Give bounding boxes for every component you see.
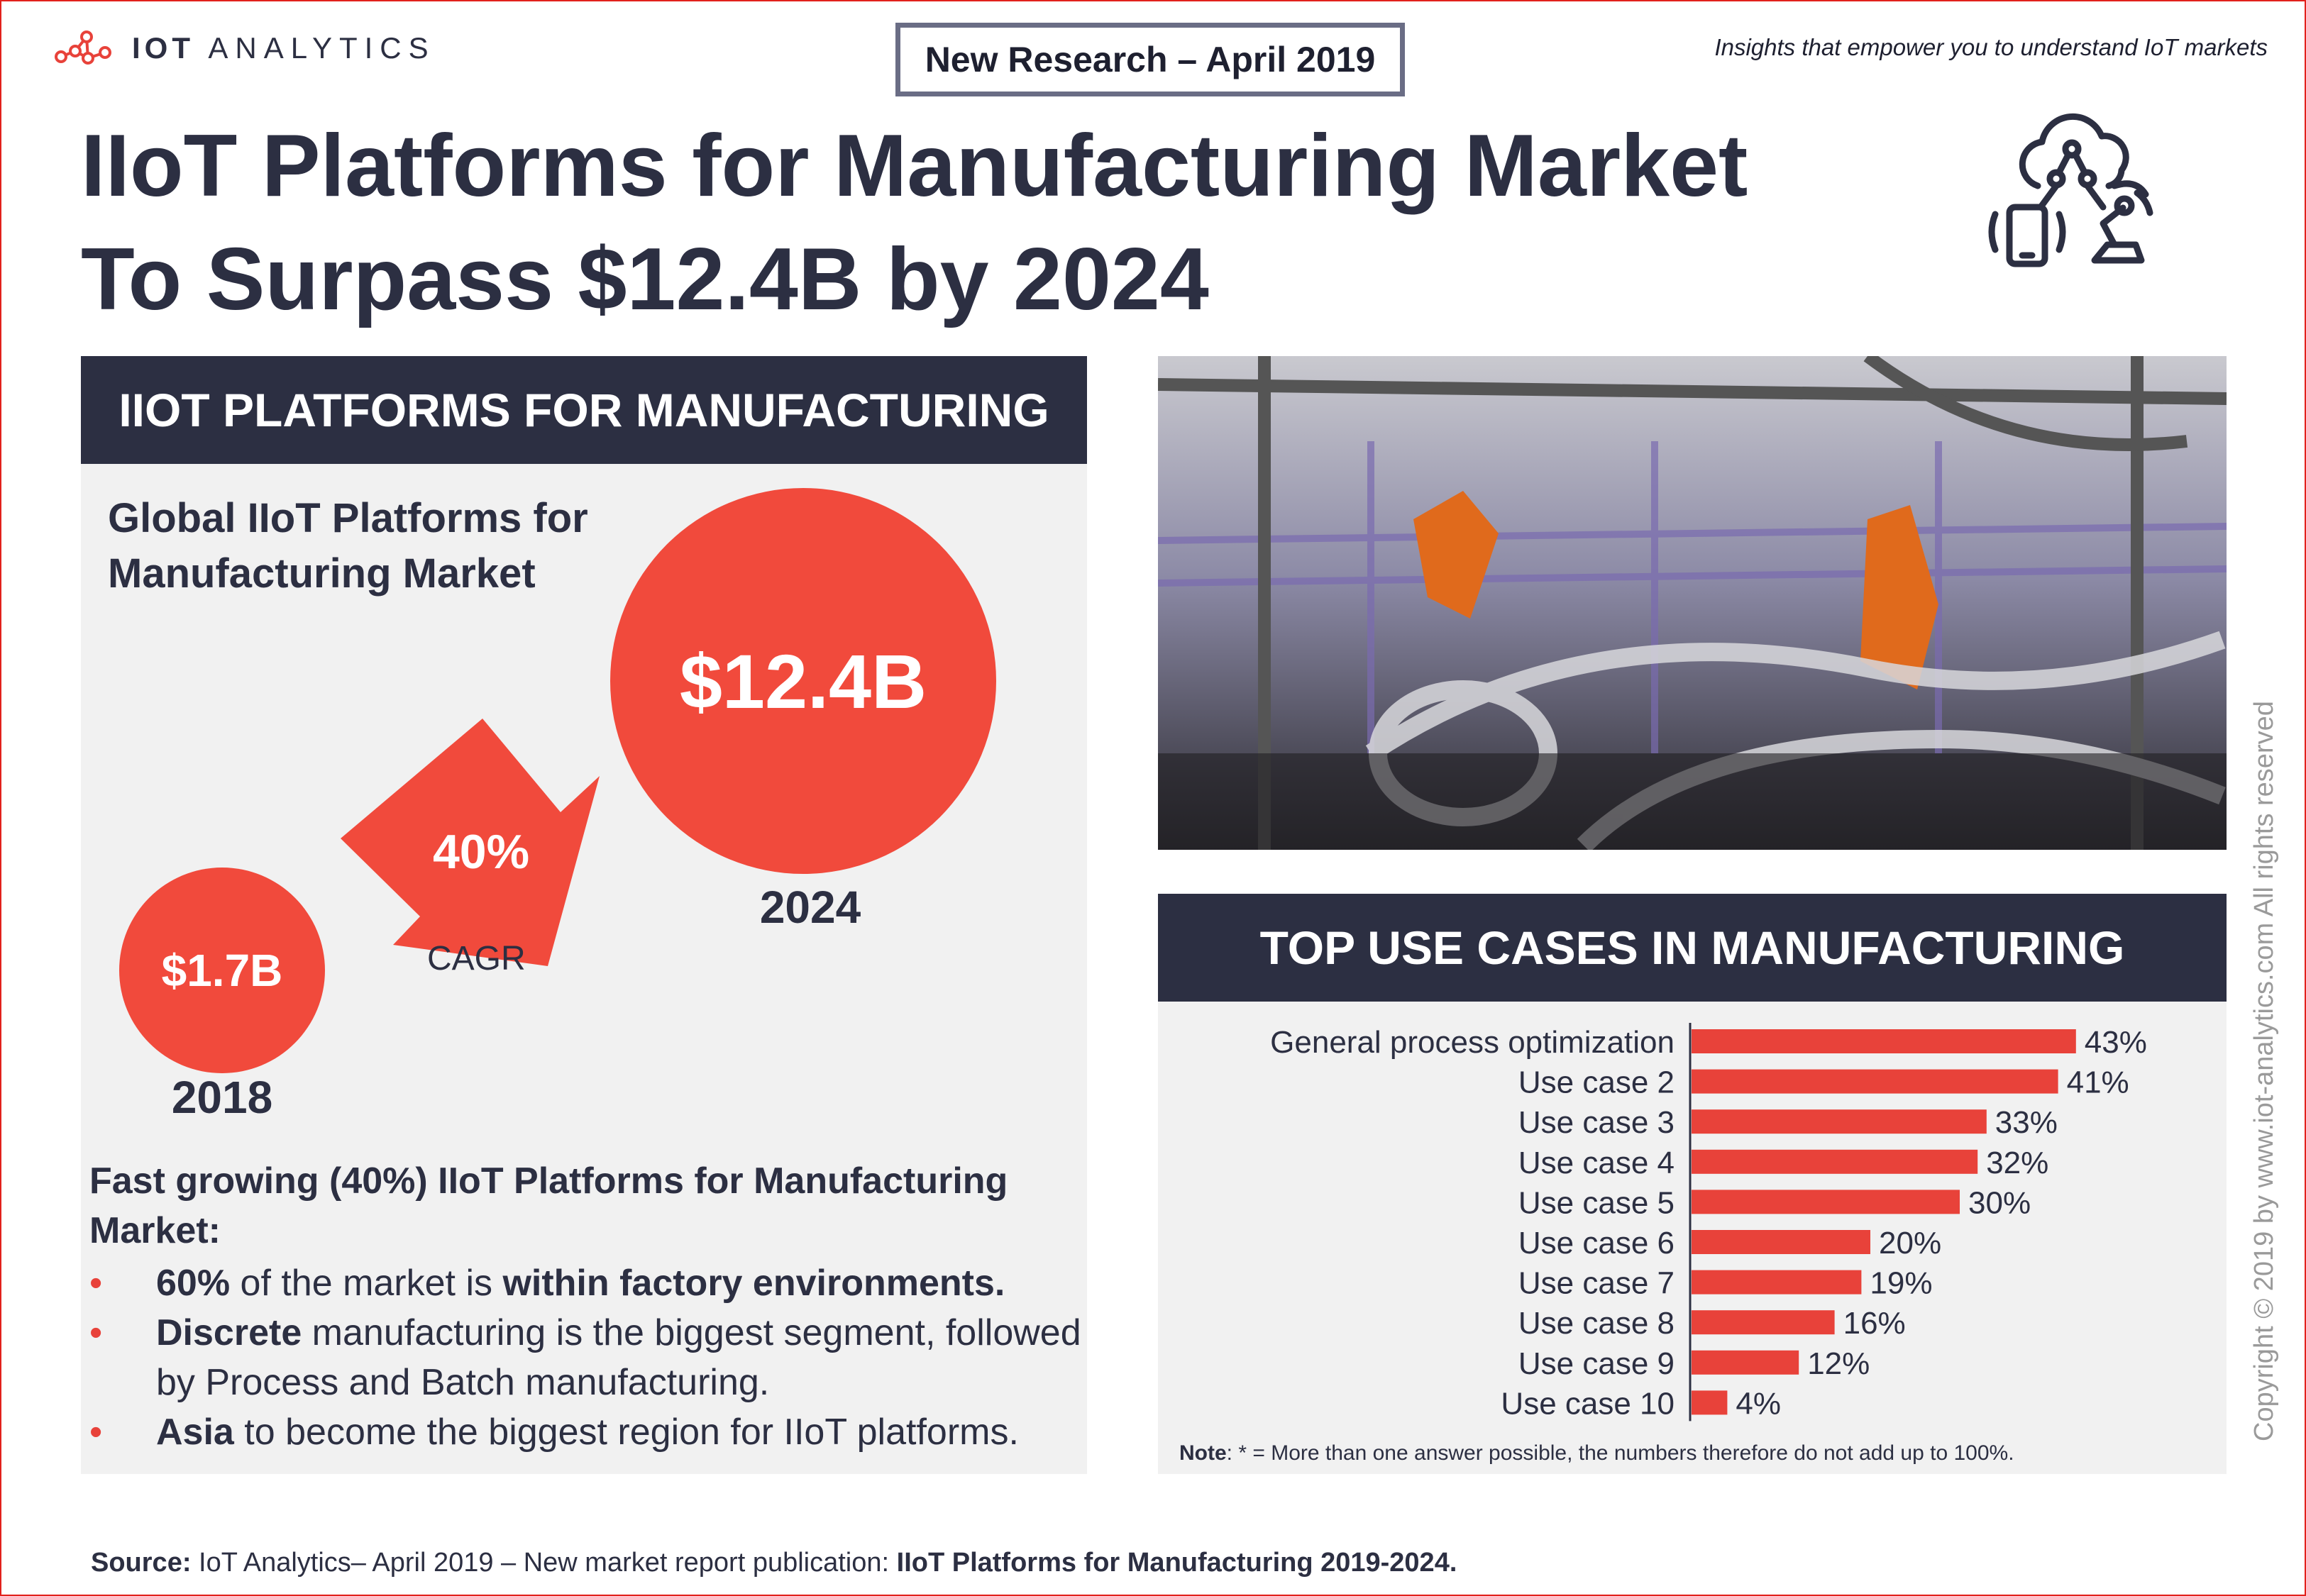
bar-value-label: 16% <box>1843 1306 1906 1341</box>
industrial-robots-car-assembly-photo <box>1158 356 2227 850</box>
bar <box>1692 1390 1728 1415</box>
bubble-2018: $1.7B <box>119 868 325 1073</box>
bar-category-label: Use case 6 <box>1518 1226 1675 1260</box>
bar <box>1692 1109 1987 1134</box>
fact-bullet: • 60% of the market is within factory env… <box>89 1258 1083 1308</box>
facts-heading: Fast growing (40%) IIoT Platforms for Ma… <box>89 1160 1008 1251</box>
bar <box>1692 1190 1960 1214</box>
source-line: Source: IoT Analytics– April 2019 – New … <box>91 1548 1457 1578</box>
bar-value-label: 33% <box>1995 1105 2058 1140</box>
bar-category-label: General process optimization <box>1270 1025 1675 1060</box>
bar <box>1692 1230 1870 1254</box>
fact-bullet: • Discrete manufacturing is the biggest s… <box>89 1308 1083 1407</box>
bar-category-label: Use case 10 <box>1501 1386 1675 1421</box>
tagline: Insights that empower you to understand … <box>1714 34 2268 60</box>
bullet-dot-icon: • <box>89 1312 103 1353</box>
bar <box>1692 1310 1835 1335</box>
bar <box>1692 1149 1978 1174</box>
cloud-iot-devices-icon <box>1988 113 2153 267</box>
bar-value-label: 4% <box>1736 1386 1781 1421</box>
bar <box>1692 1350 1799 1375</box>
bar-value-label: 30% <box>1968 1185 2031 1220</box>
bar-value-label: 43% <box>2085 1025 2147 1060</box>
bubble-2024: $12.4B <box>610 488 996 874</box>
year-label-2024: 2024 <box>759 882 861 933</box>
bar <box>1692 1029 2076 1053</box>
cagr-arrow <box>341 719 600 966</box>
bar-category-label: Use case 3 <box>1518 1105 1675 1140</box>
year-label-2018: 2018 <box>171 1072 273 1123</box>
bar <box>1692 1270 1862 1295</box>
bar-category-label: Use case 5 <box>1518 1185 1675 1220</box>
fact-bullet: • Asia to become the biggest region for I… <box>89 1407 1083 1457</box>
network-nodes-icon <box>55 31 111 65</box>
bar-value-label: 19% <box>1870 1266 1932 1301</box>
market-chart-label: Global IIoT Platforms for Manufacturing … <box>108 495 588 597</box>
use-cases-header: TOP USE CASES IN MANUFACTURING <box>1158 894 2227 1002</box>
cagr-label: CAGR <box>427 940 526 977</box>
bar-category-label: Use case 8 <box>1518 1306 1675 1341</box>
page-title-line2: To Surpass $12.4B by 2024 <box>81 231 1209 328</box>
bar <box>1692 1069 2058 1094</box>
bar-value-label: 12% <box>1807 1346 1870 1381</box>
bar-value-label: 41% <box>2067 1065 2129 1100</box>
use-cases-bar-chart: General process optimization 43% Use case … <box>1270 1023 2147 1422</box>
bullet-dot-icon: • <box>89 1412 103 1453</box>
page-title-line1: IIoT Platforms for Manufacturing Market <box>81 117 1748 215</box>
new-research-badge: New Research – April 2019 <box>895 23 1405 96</box>
iot-analytics-logo[interactable]: IOT ANALYTICS <box>53 26 436 71</box>
bar-category-label: Use case 4 <box>1518 1146 1675 1180</box>
chart-note: Note: * = More than one answer possible,… <box>1179 1441 2014 1465</box>
facts-list: • 60% of the market is within factory env… <box>89 1258 1083 1457</box>
bullet-dot-icon: • <box>89 1263 103 1304</box>
logo-text: IOT ANALYTICS <box>132 31 436 65</box>
market-panel-header: IIOT PLATFORMS FOR MANUFACTURING <box>81 356 1087 464</box>
copyright-text: Copyright © 2019 by www.iot-analytics.co… <box>2249 701 2279 1441</box>
bar-category-label: Use case 7 <box>1518 1266 1675 1301</box>
cagr-value: 40% <box>432 825 530 879</box>
bar-value-label: 32% <box>1986 1146 2048 1180</box>
bar-value-label: 20% <box>1879 1226 1941 1260</box>
bar-category-label: Use case 9 <box>1518 1346 1675 1381</box>
bar-category-label: Use case 2 <box>1518 1065 1675 1100</box>
